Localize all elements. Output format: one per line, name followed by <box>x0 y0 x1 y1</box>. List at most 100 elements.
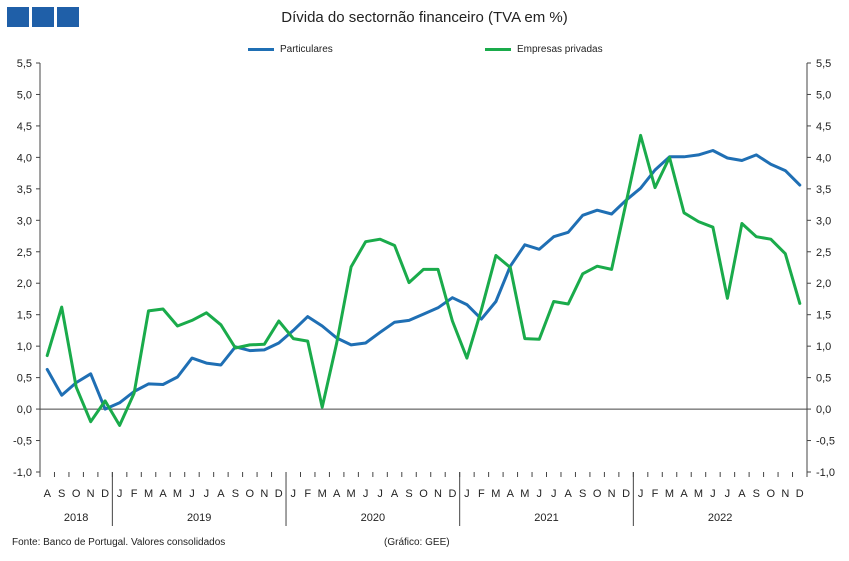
legend-label-empresas: Empresas privadas <box>517 44 603 55</box>
year-label: 2018 <box>64 512 88 524</box>
y-tick-label-left: 3,5 <box>17 184 32 196</box>
y-tick-label-right: 3,5 <box>816 184 831 196</box>
x-tick-label: N <box>608 488 616 500</box>
legend-swatch-particulares <box>248 47 274 51</box>
x-tick-label: J <box>537 488 543 500</box>
graphic-credit: (Gráfico: GEE) <box>384 537 450 548</box>
x-tick-label: J <box>204 488 210 500</box>
x-tick-label: O <box>72 488 81 500</box>
logo-square-1 <box>7 7 29 27</box>
y-tick-label-left: 4,0 <box>17 152 32 164</box>
x-tick-label: D <box>796 488 804 500</box>
x-tick-label: A <box>680 488 688 500</box>
source-note: Fonte: Banco de Portugal. Valores consol… <box>12 537 226 548</box>
legend-item-empresas: Empresas privadas <box>485 44 603 55</box>
series-line-particulares <box>45 149 802 411</box>
x-tick-label: S <box>58 488 65 500</box>
x-tick-label: J <box>189 488 195 500</box>
x-tick-label: S <box>405 488 412 500</box>
y-tick-label-right: 5,5 <box>816 58 831 70</box>
x-tick-label: N <box>87 488 95 500</box>
y-tick-label-right: -1,0 <box>816 467 835 479</box>
legend-label-particulares: Particulares <box>280 44 333 55</box>
x-tick-label: A <box>507 488 515 500</box>
x-tick-label: F <box>304 488 311 500</box>
logo-square-3 <box>57 7 79 27</box>
year-label: 2020 <box>361 512 385 524</box>
x-tick-label: M <box>491 488 500 500</box>
x-tick-label: N <box>260 488 268 500</box>
x-tick-label: M <box>694 488 703 500</box>
legend-swatch-empresas <box>485 47 511 51</box>
x-tick-label: O <box>419 488 428 500</box>
x-tick-label: O <box>767 488 776 500</box>
x-tick-label: O <box>593 488 602 500</box>
y-tick-label-right: 4,5 <box>816 121 831 133</box>
x-tick-label: M <box>520 488 529 500</box>
y-tick-label-right: 4,0 <box>816 152 831 164</box>
y-tick-label-left: 1,0 <box>17 341 32 353</box>
y-tick-label-right: 1,5 <box>816 310 831 322</box>
x-tick-label: D <box>275 488 283 500</box>
y-tick-label-right: 0,0 <box>816 404 831 416</box>
y-tick-label-left: 1,5 <box>17 310 32 322</box>
x-tick-label: J <box>551 488 557 500</box>
x-tick-label: O <box>246 488 255 500</box>
year-label: 2022 <box>708 512 732 524</box>
chart-title: Dívida do sectornão financeiro (TVA em %… <box>281 9 568 26</box>
x-tick-label: S <box>579 488 586 500</box>
x-tick-label: A <box>217 488 225 500</box>
x-tick-label: F <box>478 488 485 500</box>
x-tick-label: A <box>159 488 167 500</box>
logo-square-2 <box>32 7 54 27</box>
year-label: 2021 <box>534 512 558 524</box>
y-tick-label-right: 3,0 <box>816 215 831 227</box>
x-tick-label: M <box>318 488 327 500</box>
x-tick-label: N <box>434 488 442 500</box>
y-tick-label-right: -0,5 <box>816 436 835 448</box>
x-tick-label: J <box>725 488 731 500</box>
x-tick-label: J <box>117 488 123 500</box>
x-tick-label: A <box>391 488 399 500</box>
x-tick-label: M <box>144 488 153 500</box>
x-tick-label: D <box>101 488 109 500</box>
x-tick-label: F <box>652 488 659 500</box>
y-tick-label-right: 2,0 <box>816 278 831 290</box>
x-tick-label: S <box>232 488 239 500</box>
y-tick-label-left: 0,0 <box>17 404 32 416</box>
x-tick-label: J <box>291 488 297 500</box>
y-tick-label-right: 0,5 <box>816 373 831 385</box>
x-tick-label: A <box>333 488 341 500</box>
y-tick-label-left: 3,0 <box>17 215 32 227</box>
x-tick-label: A <box>738 488 746 500</box>
year-label: 2019 <box>187 512 211 524</box>
y-tick-label-left: 0,5 <box>17 373 32 385</box>
x-tick-label: J <box>363 488 369 500</box>
x-tick-label: M <box>665 488 674 500</box>
x-tick-label: M <box>173 488 182 500</box>
x-tick-label: J <box>377 488 383 500</box>
y-tick-label-left: -0,5 <box>13 436 32 448</box>
y-tick-label-left: 4,5 <box>17 121 32 133</box>
x-tick-label: A <box>44 488 52 500</box>
x-tick-label: J <box>710 488 716 500</box>
x-tick-label: J <box>638 488 644 500</box>
legend-item-particulares: Particulares <box>248 44 333 55</box>
y-tick-label-right: 5,0 <box>816 89 831 101</box>
x-tick-label: A <box>565 488 573 500</box>
x-tick-label: F <box>131 488 138 500</box>
x-tick-label: N <box>781 488 789 500</box>
y-tick-label-right: 1,0 <box>816 341 831 353</box>
y-tick-label-left: 5,0 <box>17 89 32 101</box>
x-tick-label: S <box>753 488 760 500</box>
y-tick-label-right: 2,5 <box>816 247 831 259</box>
y-tick-label-left: -1,0 <box>13 467 32 479</box>
series-line-empresas-privadas <box>45 133 802 427</box>
y-tick-label-left: 5,5 <box>17 58 32 70</box>
x-tick-label: D <box>448 488 456 500</box>
x-tick-label: M <box>347 488 356 500</box>
y-tick-label-left: 2,0 <box>17 278 32 290</box>
y-tick-label-left: 2,5 <box>17 247 32 259</box>
x-tick-label: J <box>464 488 470 500</box>
